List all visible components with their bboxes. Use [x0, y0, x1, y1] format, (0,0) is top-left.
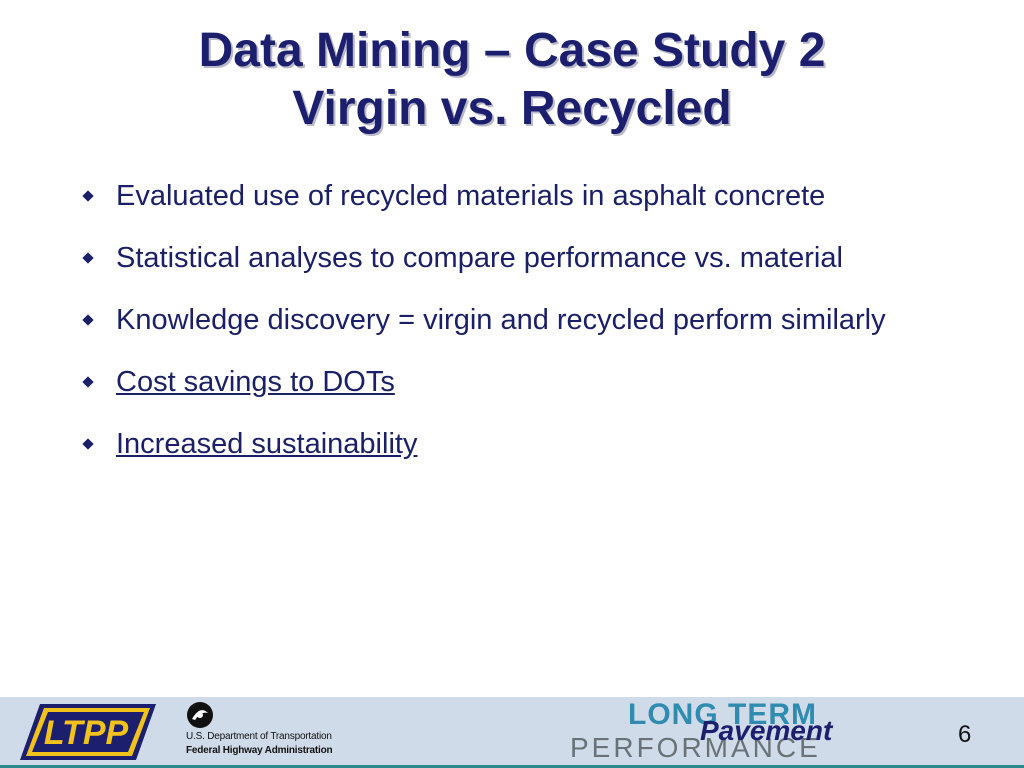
- footer-divider: [0, 765, 1024, 768]
- long-term-text: LONG TERM: [628, 698, 817, 731]
- dot-name: U.S. Department of Transportation: [186, 731, 332, 742]
- cost-savings-link[interactable]: Cost savings to DOTs: [116, 366, 395, 398]
- bullet-item: Statistical analyses to compare performa…: [78, 240, 998, 276]
- slide-title: Data Mining – Case Study 2 Virgin vs. Re…: [0, 22, 1024, 138]
- bullet-item: Knowledge discovery = virgin and recycle…: [78, 302, 998, 338]
- title-line-2: Virgin vs. Recycled: [292, 82, 732, 135]
- diamond-bullet-icon: [82, 314, 94, 326]
- diamond-bullet-icon: [82, 252, 94, 264]
- bullet-text: Statistical analyses to compare performa…: [116, 242, 843, 274]
- bullet-item: Cost savings to DOTs: [78, 364, 998, 400]
- diamond-bullet-icon: [82, 438, 94, 450]
- page-number: 6: [958, 721, 972, 748]
- bullet-text: Knowledge discovery = virgin and recycle…: [116, 304, 886, 336]
- performance-text: PERFORMANCE: [570, 732, 821, 763]
- ltpp-logo: LTPP: [20, 704, 156, 760]
- fhwa-name: Federal Highway Administration: [186, 745, 333, 756]
- bullet-item: Increased sustainability: [78, 426, 998, 462]
- footer-bar: LTPP U.S. Department of Transportation F…: [0, 697, 1024, 768]
- bullet-list: Evaluated use of recycled materials in a…: [78, 178, 998, 488]
- sustainability-link[interactable]: Increased sustainability: [116, 428, 418, 460]
- pavement-text: Pavement: [700, 715, 833, 746]
- bullet-text: Evaluated use of recycled materials in a…: [116, 180, 826, 212]
- diamond-bullet-icon: [82, 190, 94, 202]
- ltpp-logo-text: LTPP: [44, 714, 129, 752]
- bullet-item: Evaluated use of recycled materials in a…: [78, 178, 998, 214]
- title-line-1: Data Mining – Case Study 2: [198, 24, 826, 77]
- dot-seal-icon: [187, 702, 213, 728]
- diamond-bullet-icon: [82, 376, 94, 388]
